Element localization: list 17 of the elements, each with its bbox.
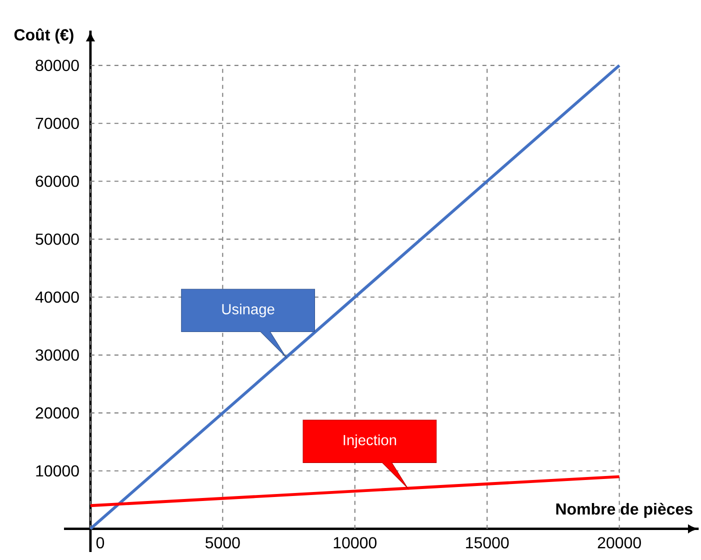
y-tick-label: 30000 [36,349,79,361]
y-tick-label: 60000 [36,176,79,187]
text: Injection [344,434,396,448]
x-tick-label: 10000 [334,537,377,548]
y-tick-label: 40000 [35,291,79,303]
y-tick-label: 20000 [36,407,79,419]
x-tick-label: 0 [96,537,104,548]
x-axis-title: Nombre de pièces [556,502,692,518]
y-tick-label: 50000 [36,234,79,245]
x-tick-label: 15000 [466,537,509,548]
x-tick-label: 5000 [206,537,240,548]
text: Usinage [222,304,274,318]
y-tick-label: 80000 [36,60,79,72]
y-axis-title: Coût (€) [14,28,74,44]
y-tick-label: 70000 [36,118,79,130]
y-tick-label: 10000 [36,465,79,477]
x-tick-label: 20000 [598,537,641,548]
